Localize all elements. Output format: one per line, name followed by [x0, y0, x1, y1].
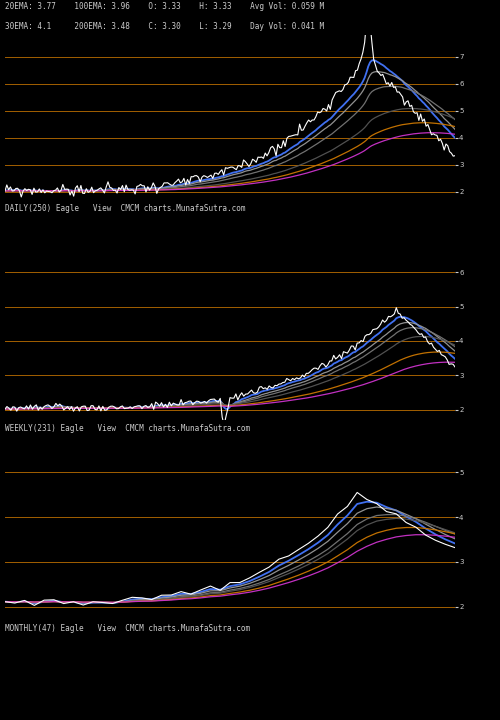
Text: 30EMA: 4.1     200EMA: 3.48    C: 3.30    L: 3.29    Day Vol: 0.041 M: 30EMA: 4.1 200EMA: 3.48 C: 3.30 L: 3.29 … [5, 22, 324, 30]
Text: WEEKLY(231) Eagle   View  CMCM charts.MunafaSutra.com: WEEKLY(231) Eagle View CMCM charts.Munaf… [5, 423, 250, 433]
Text: DAILY(250) Eagle   View  CMCM charts.MunafaSutra.com: DAILY(250) Eagle View CMCM charts.Munafa… [5, 204, 246, 212]
Text: MONTHLY(47) Eagle   View  CMCM charts.MunafaSutra.com: MONTHLY(47) Eagle View CMCM charts.Munaf… [5, 624, 250, 633]
Text: 20EMA: 3.77    100EMA: 3.96    O: 3.33    H: 3.33    Avg Vol: 0.059 M: 20EMA: 3.77 100EMA: 3.96 O: 3.33 H: 3.33… [5, 2, 324, 11]
